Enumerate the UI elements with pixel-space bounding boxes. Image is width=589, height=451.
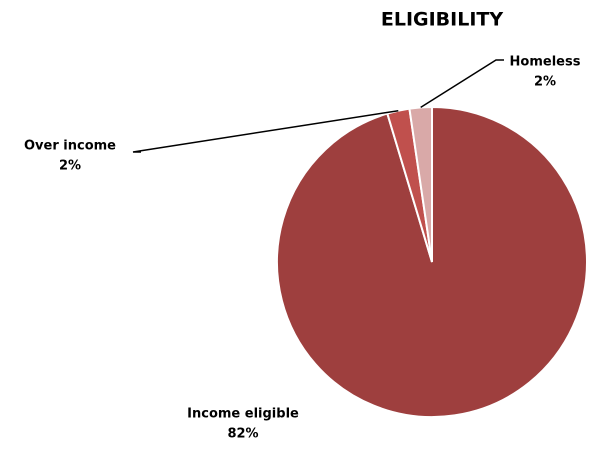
slice-label: Homeless [510, 55, 581, 70]
slice-value-label: 82% [227, 427, 258, 442]
chart-title: ELIGIBILITY [381, 9, 504, 31]
slice-label: Over income [24, 139, 116, 154]
slice-value-label: 2% [59, 159, 81, 174]
leader-line [132, 109, 399, 153]
slice-label: Income eligible [187, 407, 299, 422]
slice-value-label: 2% [534, 75, 556, 90]
leader-line [420, 59, 504, 109]
